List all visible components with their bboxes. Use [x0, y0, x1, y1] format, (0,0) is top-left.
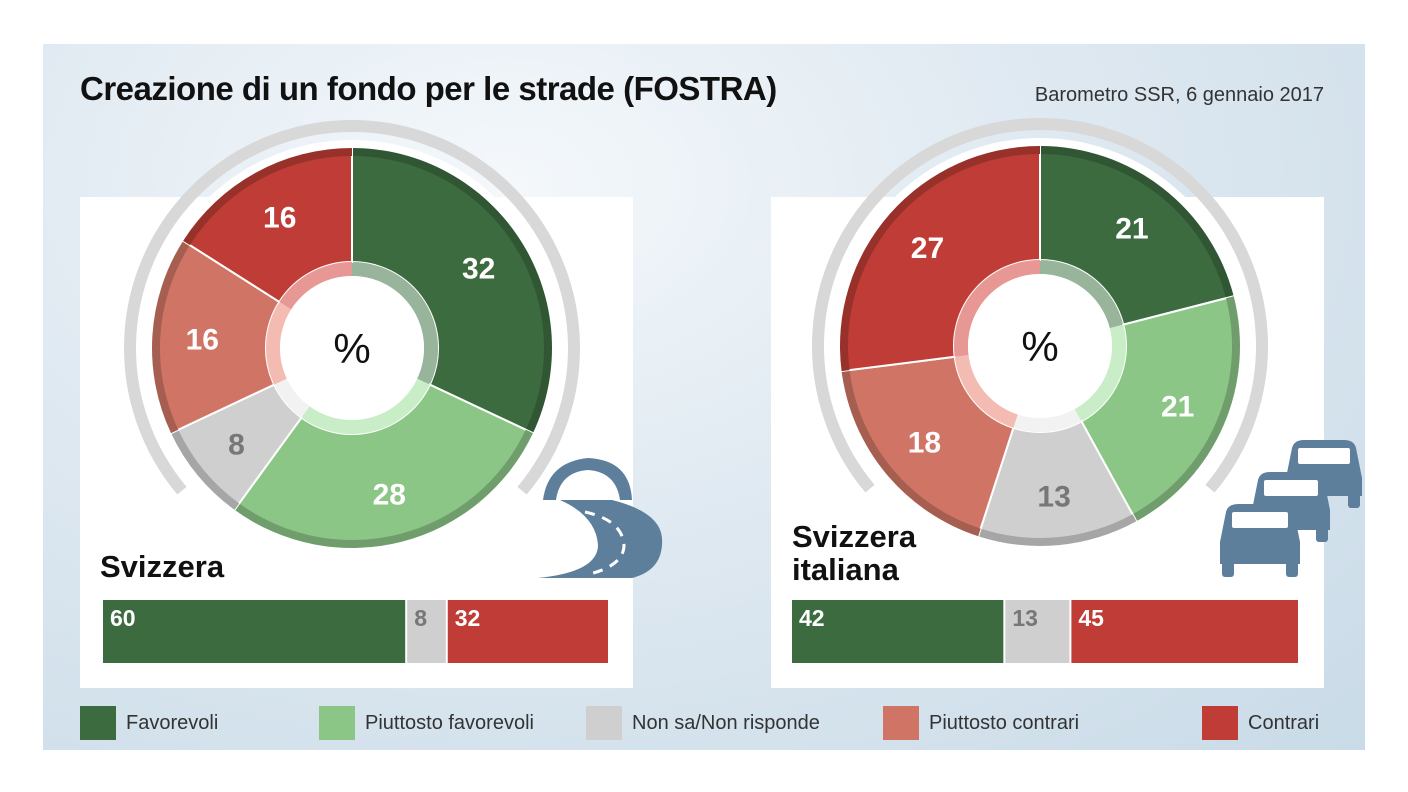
legend-item-piuttosto-favorevoli: Piuttosto favorevoli — [319, 705, 534, 741]
legend-swatch — [883, 706, 919, 740]
outer-arc — [124, 120, 580, 495]
slice-inner-favorevoli — [352, 262, 438, 385]
donut-hole — [968, 274, 1112, 418]
slice-inner-piuttosto-favorevoli — [1074, 324, 1126, 422]
legend-swatch — [319, 706, 355, 740]
summary-segment-favorevoli — [103, 600, 406, 663]
slice-label-piuttosto-contrari: 18 — [908, 427, 941, 460]
slice-label-favorevoli: 32 — [462, 253, 495, 286]
summary-segment-contrari — [1071, 600, 1298, 663]
summary-segment-non-sa — [407, 600, 446, 663]
center-label: % — [333, 325, 370, 372]
slice-label-favorevoli: 21 — [1115, 212, 1148, 245]
legend-label: Piuttosto contrari — [929, 711, 1080, 734]
summary-label-contrari: 45 — [1078, 605, 1104, 631]
slice-inner-non-sa — [1013, 409, 1082, 433]
summary-segment-contrari — [447, 600, 608, 663]
traffic-cars-icon — [1220, 440, 1362, 577]
donut-svizzera-italiana: 21 21 13 18 27% — [812, 118, 1268, 554]
slice-label-contrari: 27 — [911, 232, 944, 265]
legend-item-contrari: Contrari — [1202, 705, 1319, 741]
slice-rim-contrari — [183, 148, 352, 246]
summary-label-non-sa: 8 — [414, 605, 427, 631]
slice-label-non-sa: 8 — [228, 429, 245, 462]
center-label: % — [1021, 323, 1058, 370]
legend-label: Contrari — [1248, 711, 1320, 734]
slice-inner-piuttosto-contrari — [266, 301, 292, 385]
legend: Favorevoli Piuttosto favorevoli Non sa/N… — [80, 705, 1325, 741]
slice-label-piuttosto-favorevoli: 28 — [373, 478, 406, 511]
slice-rim-piuttosto-contrari — [152, 240, 190, 434]
legend-swatch — [1202, 706, 1238, 740]
slice-inner-non-sa — [274, 378, 310, 418]
legend-item-favorevoli: Favorevoli — [80, 705, 218, 741]
slice-inner-piuttosto-contrari — [954, 355, 1018, 428]
region-label-svizzera: Svizzera — [100, 549, 225, 584]
summary-segment-non-sa — [1005, 600, 1070, 663]
slice-rim-favorevoli — [352, 148, 552, 434]
road-tunnel-icon — [538, 458, 663, 578]
region-label-svizzera-italiana: Svizzera italiana — [792, 519, 917, 587]
summary-bar-svizzera: 60 8 32 — [103, 600, 608, 663]
slice-label-piuttosto-contrari: 16 — [186, 324, 219, 357]
legend-label: Favorevoli — [126, 711, 219, 734]
chart-title: Creazione di un fondo per le strade (FOS… — [80, 70, 777, 107]
slice-inner-contrari — [954, 260, 1040, 357]
slice-label-contrari: 16 — [263, 202, 296, 235]
chart-source: Barometro SSR, 6 gennaio 2017 — [1034, 84, 1324, 106]
slice-rim-piuttosto-favorevoli — [1132, 296, 1240, 522]
slice-inner-piuttosto-favorevoli — [301, 378, 430, 434]
slice-rim-non-sa — [171, 429, 240, 510]
donut-svizzera: 32 28 8 16 16% — [124, 120, 580, 556]
outer-arc — [812, 118, 1268, 493]
summary-segment-favorevoli — [792, 600, 1004, 663]
summary-label-contrari: 32 — [455, 605, 481, 631]
slice-inner-contrari — [279, 262, 352, 310]
slice-rim-non-sa — [978, 514, 1137, 546]
legend-item-piuttosto-contrari: Piuttosto contrari — [883, 705, 1079, 741]
slice-label-non-sa: 13 — [1037, 480, 1070, 513]
summary-label-favorevoli: 60 — [110, 605, 136, 631]
summary-label-non-sa: 13 — [1012, 605, 1038, 631]
legend-label: Piuttosto favorevoli — [365, 711, 534, 734]
legend-swatch — [80, 706, 116, 740]
slice-rim-favorevoli — [1040, 146, 1234, 299]
slice-label-piuttosto-favorevoli: 21 — [1161, 391, 1194, 424]
slice-inner-favorevoli — [1040, 260, 1124, 329]
legend-swatch — [586, 706, 622, 740]
legend-label: Non sa/Non risponde — [632, 711, 820, 734]
summary-label-favorevoli: 42 — [799, 605, 825, 631]
donut-hole — [280, 276, 424, 420]
summary-bar-svizzera-italiana: 42 13 45 — [792, 600, 1298, 663]
legend-item-non-sa: Non sa/Non risponde — [586, 705, 820, 741]
